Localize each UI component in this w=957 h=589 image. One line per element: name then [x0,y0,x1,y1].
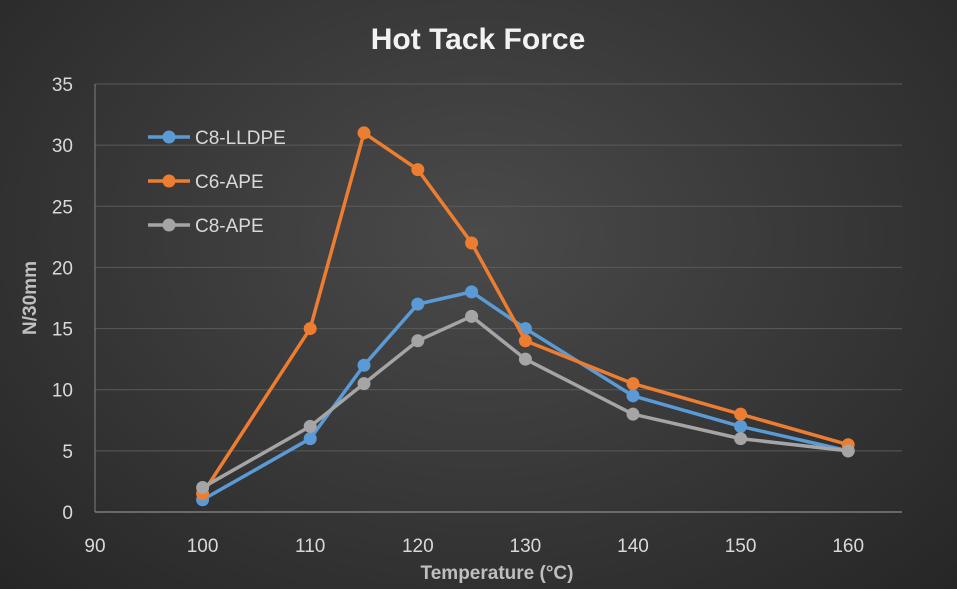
legend: C8-LLDPE C6-APE C8-APE [148,128,286,237]
legend-label: C8-APE [195,216,264,237]
legend-swatch-marker [162,130,176,144]
legend-label: C6-APE [195,172,264,193]
legend-label: C8-LLDPE [195,128,286,149]
x-tick-label: 140 [617,536,649,557]
data-point [626,407,640,421]
x-tick-labels: 90 100 110 120 130 140 150 160 [84,536,864,557]
legend-swatch-marker [162,174,176,188]
data-point [734,419,748,433]
data-point [734,407,748,421]
data-point [411,163,425,177]
y-tick-label: 10 [52,381,73,402]
data-point [518,334,532,348]
x-tick-label: 110 [295,536,325,557]
legend-item: C8-APE [148,216,264,237]
data-point [465,236,479,250]
data-point [626,377,640,391]
axes [94,84,902,513]
x-tick-label: 150 [725,536,757,557]
data-point [196,481,210,495]
y-tick-labels: 0 5 10 15 20 25 30 35 [52,75,73,524]
data-point [465,285,479,299]
x-tick-label: 100 [187,536,219,557]
gridlines [95,83,902,452]
data-point [303,419,317,433]
data-point [303,322,317,336]
data-point [465,309,479,323]
chart-title: Hot Tack Force [371,23,586,56]
data-point [357,377,371,391]
data-point [841,444,855,458]
y-tick-label: 15 [52,320,73,341]
y-tick-label: 20 [52,258,73,279]
series-c6-ape [196,126,855,501]
data-point [357,358,371,372]
x-tick-label: 90 [84,536,105,557]
series-c8-lldpe [196,285,855,507]
y-tick-label: 30 [52,136,73,157]
y-axis-label: N/30mm [20,261,41,335]
legend-item: C6-APE [148,172,264,193]
series-group [196,126,855,507]
x-tick-label: 160 [832,536,864,557]
series-c8-ape [196,309,855,495]
legend-swatch-marker [162,218,176,232]
legend-item: C8-LLDPE [148,128,286,149]
y-tick-label: 35 [52,75,73,96]
data-point [411,297,425,311]
data-point [518,352,532,366]
x-axis-label: Temperature (°C) [421,563,574,584]
data-point [357,126,371,140]
y-tick-label: 25 [52,197,73,218]
y-tick-label: 5 [62,442,73,463]
data-point [626,389,640,403]
data-point [303,432,317,446]
data-point [734,432,748,446]
data-point [411,334,425,348]
y-tick-label: 0 [62,503,73,524]
x-tick-label: 120 [402,536,434,557]
x-tick-label: 130 [510,536,542,557]
